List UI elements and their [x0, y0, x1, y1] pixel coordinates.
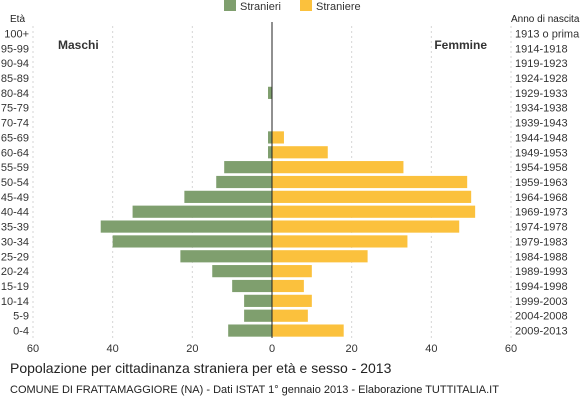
birth-year-tick-labels: 1913 o prima 1914-1918 1919-1923 1924-1928 1… [515, 28, 580, 337]
female-bar-5-9 [272, 309, 308, 322]
birth-year-label: 1964-1968 [515, 192, 568, 204]
male-bar-45-49 [184, 190, 272, 203]
birth-year-label: 1974-1978 [515, 222, 568, 234]
x-tick-label: 20 [346, 343, 358, 355]
x-tick-labels: 60 40 20 0 20 40 60 [27, 343, 517, 355]
male-bar-30-34 [112, 235, 273, 248]
age-label: 55-59 [1, 162, 29, 174]
age-tick-labels: 100+ 95-99 90-94 85-89 80-84 75-79 70-74 65-69 6… [1, 28, 29, 337]
female-bar-25-29 [272, 250, 368, 263]
male-bar-65-69 [268, 131, 272, 144]
birth-year-label: 1959-1963 [515, 177, 568, 189]
female-bar-35-39 [272, 220, 460, 233]
birth-year-label: 1929-1933 [515, 88, 568, 100]
age-label: 50-54 [1, 177, 29, 189]
age-label: 90-94 [1, 58, 29, 70]
female-bar-45-49 [272, 190, 472, 203]
age-label: 100+ [4, 28, 29, 40]
female-bar-55-59 [272, 161, 404, 174]
age-label: 80-84 [1, 88, 29, 100]
male-bar-10-14 [244, 294, 272, 307]
male-bar-40-44 [132, 205, 272, 218]
birth-year-label: 1979-1983 [515, 236, 568, 248]
birth-year-label: 1954-1958 [515, 162, 568, 174]
male-bar-80-84 [268, 86, 272, 99]
chart-title: Popolazione per cittadinanza straniera p… [10, 360, 392, 376]
age-axis-header: Età [10, 14, 25, 25]
female-side-label: Femmine [434, 38, 487, 52]
bars [100, 86, 476, 337]
birth-year-label: 2004-2008 [515, 311, 568, 323]
age-label: 0-4 [13, 326, 29, 338]
legend-label-male: Stranieri [240, 1, 281, 13]
age-label: 65-69 [1, 132, 29, 144]
birth-year-label: 2009-2013 [515, 326, 568, 338]
age-label: 30-34 [1, 236, 29, 248]
birth-year-label: 1999-2003 [515, 296, 568, 308]
age-label: 95-99 [1, 43, 29, 55]
age-label: 20-24 [1, 266, 29, 278]
age-label: 70-74 [1, 118, 29, 130]
female-bar-50-54 [272, 175, 468, 189]
male-bar-5-9 [244, 309, 272, 322]
x-tick-label: 60 [505, 343, 517, 355]
x-tick-label: 0 [269, 343, 275, 355]
male-bar-35-39 [100, 220, 272, 233]
age-label: 60-64 [1, 147, 29, 159]
birth-year-label: 1989-1993 [515, 266, 568, 278]
birth-year-label: 1994-1998 [515, 281, 568, 293]
female-bar-15-19 [272, 279, 304, 293]
birth-year-label: 1969-1973 [515, 207, 568, 219]
age-label: 45-49 [1, 192, 29, 204]
legend-swatch-male [224, 0, 236, 11]
birth-year-label: 1944-1948 [515, 132, 568, 144]
birth-year-label: 1984-1988 [515, 251, 568, 263]
age-label: 75-79 [1, 103, 29, 115]
male-bar-20-24 [212, 265, 272, 278]
age-label: 85-89 [1, 73, 29, 85]
male-bar-50-54 [216, 175, 272, 189]
x-tick-label: 20 [186, 343, 198, 355]
male-side-label: Maschi [58, 38, 99, 52]
female-bar-60-64 [272, 146, 328, 159]
x-tick-label: 40 [107, 343, 119, 355]
age-label: 5-9 [13, 311, 29, 323]
female-bar-40-44 [272, 205, 476, 218]
birth-year-label: 1913 o prima [515, 28, 580, 40]
birth-year-label: 1924-1928 [515, 73, 568, 85]
legend: Stranieri Straniere [224, 0, 361, 13]
birth-year-label: 1914-1918 [515, 43, 568, 55]
chart-source: COMUNE DI FRATTAMAGGIORE (NA) - Dati IST… [10, 384, 499, 396]
birth-year-label: 1919-1923 [515, 58, 568, 70]
male-bar-60-64 [268, 146, 272, 159]
birth-year-axis-header: Anno di nascita [511, 14, 580, 25]
x-tick-label: 40 [425, 343, 437, 355]
female-bar-0-4 [272, 324, 344, 337]
legend-label-female: Straniere [316, 1, 361, 13]
female-bar-20-24 [272, 265, 312, 278]
age-label: 35-39 [1, 222, 29, 234]
female-bar-65-69 [272, 131, 284, 144]
male-bar-0-4 [228, 324, 272, 337]
birth-year-label: 1949-1953 [515, 147, 568, 159]
x-tick-label: 60 [27, 343, 39, 355]
age-label: 10-14 [1, 296, 29, 308]
age-label: 25-29 [1, 251, 29, 263]
population-pyramid-chart: Stranieri Straniere Età Anno di nascita M… [1, 0, 580, 355]
male-bar-55-59 [224, 161, 272, 174]
birth-year-label: 1939-1943 [515, 118, 568, 130]
legend-swatch-female [300, 0, 312, 11]
birth-year-label: 1934-1938 [515, 103, 568, 115]
age-label: 15-19 [1, 281, 29, 293]
female-bar-30-34 [272, 235, 408, 248]
female-bar-10-14 [272, 294, 312, 307]
age-label: 40-44 [1, 207, 29, 219]
male-bar-15-19 [232, 279, 272, 293]
male-bar-25-29 [180, 250, 272, 263]
